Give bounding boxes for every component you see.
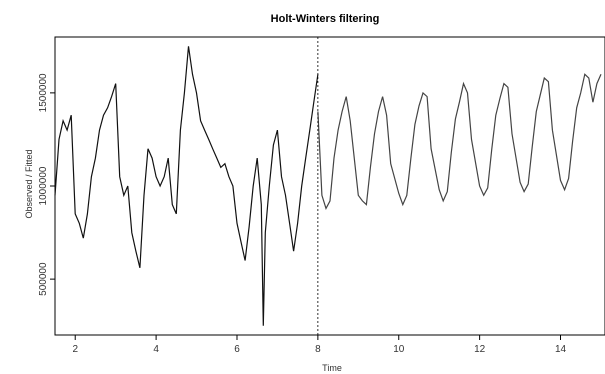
x-tick-label: 2	[72, 344, 78, 355]
y-tick-label: 1500000	[38, 73, 49, 112]
plot-frame	[54, 36, 605, 336]
x-tick-label: 6	[234, 344, 240, 355]
x-tick-label: 4	[153, 344, 159, 355]
x-tick-label: 14	[555, 344, 567, 355]
x-axis-label: Time	[322, 363, 342, 373]
x-axis: 2 4 6 8 10 12 14	[72, 335, 567, 355]
y-tick-label: 1000000	[38, 166, 49, 205]
x-tick-label: 10	[393, 344, 405, 355]
y-axis: 500000 1000000 1500000	[38, 73, 55, 296]
x-tick-label: 12	[474, 344, 486, 355]
observed-series-line	[54, 46, 319, 326]
fitted-series-line	[317, 73, 602, 210]
x-tick-label: 8	[315, 344, 321, 355]
series-layer	[54, 46, 602, 326]
y-tick-label: 500000	[38, 262, 49, 296]
chart-title: Holt-Winters filtering	[271, 13, 380, 25]
y-axis-label: Observed / Fitted	[24, 149, 34, 218]
